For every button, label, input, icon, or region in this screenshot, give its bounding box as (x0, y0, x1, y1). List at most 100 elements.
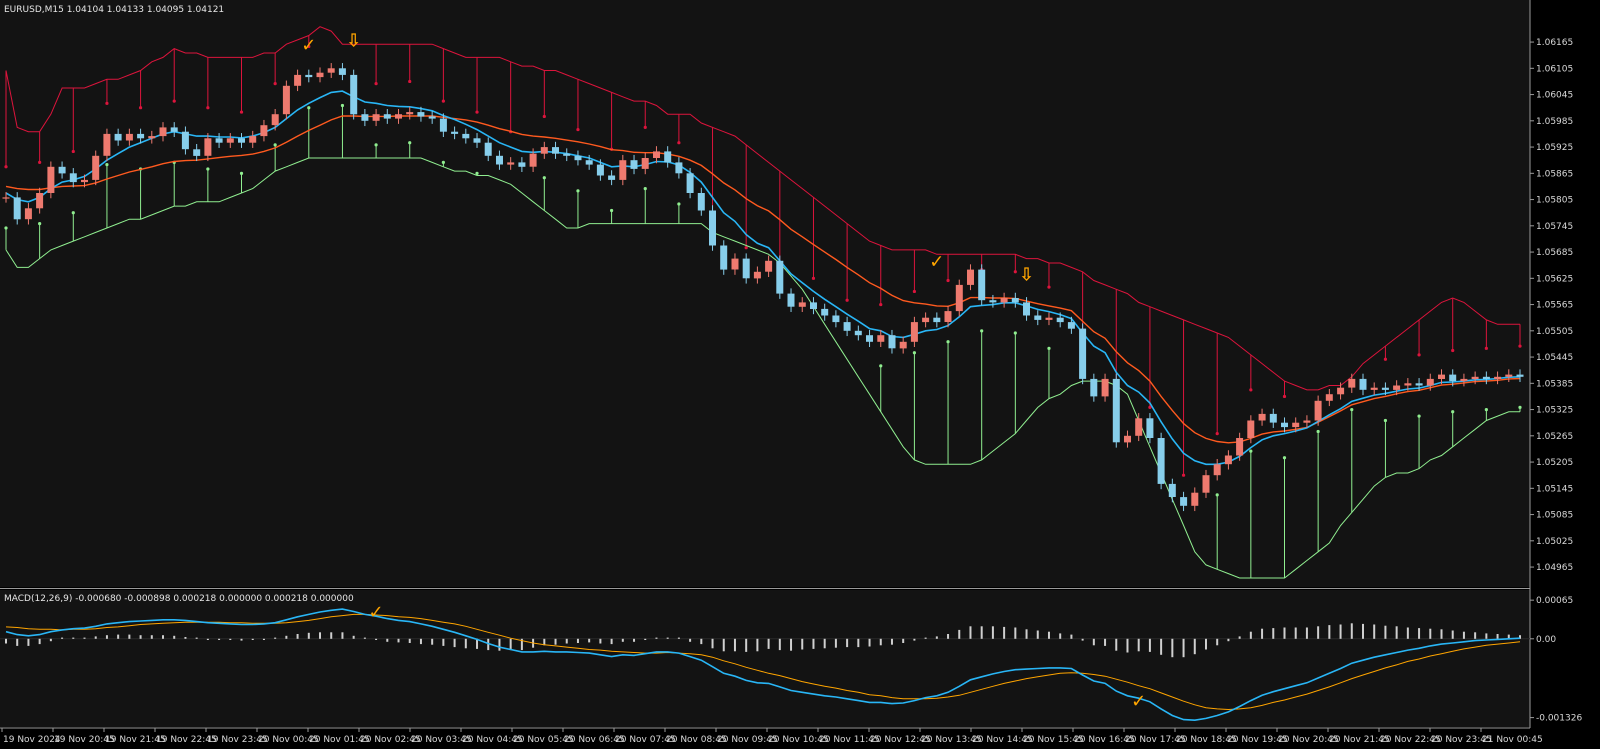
candle-body (540, 147, 548, 154)
candle-body (933, 317, 941, 323)
candle-body (877, 335, 885, 342)
price-tick-label: 1.05745 (1536, 222, 1573, 232)
lower-band-dot (206, 167, 210, 171)
candle-body (226, 138, 234, 143)
fast-ma-line (5, 90, 1521, 466)
candle-body (776, 260, 784, 294)
candle-body (125, 133, 133, 141)
main-panel[interactable] (0, 0, 1530, 587)
candle-body (1471, 376, 1479, 379)
lower-band-dot (1451, 410, 1455, 414)
time-tick-label: 20 Nov 18:45 (1176, 735, 1237, 745)
upper-band-dot (4, 165, 8, 169)
time-tick-label: 20 Nov 13:45 (921, 735, 982, 745)
upper-band-dot (576, 127, 580, 132)
candle-body (1381, 387, 1389, 390)
time-tick-label: 19 Nov 22:45 (156, 735, 217, 745)
macd-signal-line (5, 613, 1521, 711)
time-tick-label: 20 Nov 03:45 (411, 735, 472, 745)
time-tick-label: 20 Nov 22:45 (1380, 735, 1441, 745)
candle-body (619, 160, 627, 180)
moving-average-layer (5, 90, 1521, 466)
candle-body (1415, 383, 1423, 386)
candle-body (1168, 483, 1176, 497)
lower-band-dot (239, 171, 244, 175)
candle-body (1101, 378, 1109, 397)
candle-body (1258, 413, 1266, 421)
upper-band-dot (1013, 270, 1017, 274)
price-tick-label: 1.05205 (1536, 458, 1573, 468)
price-tick-label: 1.05505 (1536, 327, 1573, 337)
upper-band-line (5, 26, 1520, 391)
candle-body (899, 341, 907, 349)
buy-check-marker: ✓ (929, 251, 944, 272)
candle-body (439, 118, 447, 132)
upper-band-layer (4, 26, 1522, 477)
upper-band-dot (172, 99, 176, 103)
time-tick-label: 20 Nov 17:45 (1125, 735, 1186, 745)
candle-body (1034, 315, 1042, 320)
candle-body (1045, 317, 1053, 320)
time-tick-label: 19 Nov 2024 (3, 735, 61, 745)
upper-band-dot (307, 44, 311, 49)
candle-body (742, 258, 750, 279)
candle-body (832, 315, 840, 323)
lower-band-dot (1316, 429, 1320, 434)
candle-body (585, 160, 593, 165)
lower-band-dot (643, 187, 647, 191)
lower-band-dot (408, 141, 412, 145)
price-tick-label: 1.06165 (1536, 38, 1573, 48)
candle-body (675, 162, 683, 174)
upper-band-dot (239, 110, 244, 114)
macd-panel[interactable] (0, 590, 1530, 727)
lower-band-dot (38, 222, 42, 226)
time-tick-label: 19 Nov 20:45 (54, 735, 115, 745)
upper-band-dot (542, 114, 546, 119)
candle-body (608, 175, 616, 180)
candle-body (1348, 378, 1356, 388)
candle-body (361, 114, 369, 121)
price-tick-label: 1.05445 (1536, 353, 1573, 363)
candle-body (1426, 378, 1434, 386)
upper-band-dot (38, 160, 42, 164)
candle-body (1370, 387, 1378, 390)
lower-band-dot (1249, 449, 1253, 453)
candle-body (24, 208, 32, 220)
macd-header: MACD(12,26,9) -0.000680 -0.000898 0.0002… (4, 594, 354, 604)
price-tick-label: 1.05925 (1536, 143, 1573, 153)
candle-body (372, 114, 380, 121)
candle-body (417, 112, 425, 117)
time-tick-label: 20 Nov 12:45 (870, 735, 931, 745)
candle-body (1482, 376, 1490, 379)
time-tick-label: 20 Nov 01:45 (309, 735, 370, 745)
candle-body (137, 133, 145, 139)
upper-band-dot (1181, 473, 1186, 477)
candle-body (406, 112, 414, 115)
upper-band-dot (206, 106, 210, 110)
candle-body (574, 155, 582, 161)
time-tick-label: 20 Nov 19:45 (1227, 735, 1288, 745)
candle-body (1281, 422, 1288, 428)
candle-body (753, 271, 761, 279)
time-tick-label: 21 Nov 00:45 (1482, 735, 1543, 745)
lower-band-dot (1484, 407, 1488, 412)
candle-body (1247, 420, 1255, 438)
upper-band-dot (744, 246, 748, 250)
time-tick-label: 20 Nov 08:45 (666, 735, 727, 745)
lower-band-dot (542, 176, 546, 180)
candle-body (910, 322, 918, 342)
candle-body (697, 193, 705, 211)
upper-band-dot (1282, 394, 1287, 399)
candle-body (350, 74, 358, 115)
candle-body (552, 147, 559, 154)
upper-band-dot (71, 149, 75, 154)
time-tick-label: 20 Nov 10:45 (768, 735, 829, 745)
time-tick-label: 20 Nov 00:45 (258, 735, 319, 745)
candle-body (854, 330, 862, 336)
lower-band-dot (1047, 346, 1051, 350)
candle-body (1023, 302, 1030, 316)
macd-main-line (5, 608, 1521, 722)
sell-arrow-marker: ⇩ (346, 30, 361, 51)
candle-body (1236, 438, 1244, 456)
